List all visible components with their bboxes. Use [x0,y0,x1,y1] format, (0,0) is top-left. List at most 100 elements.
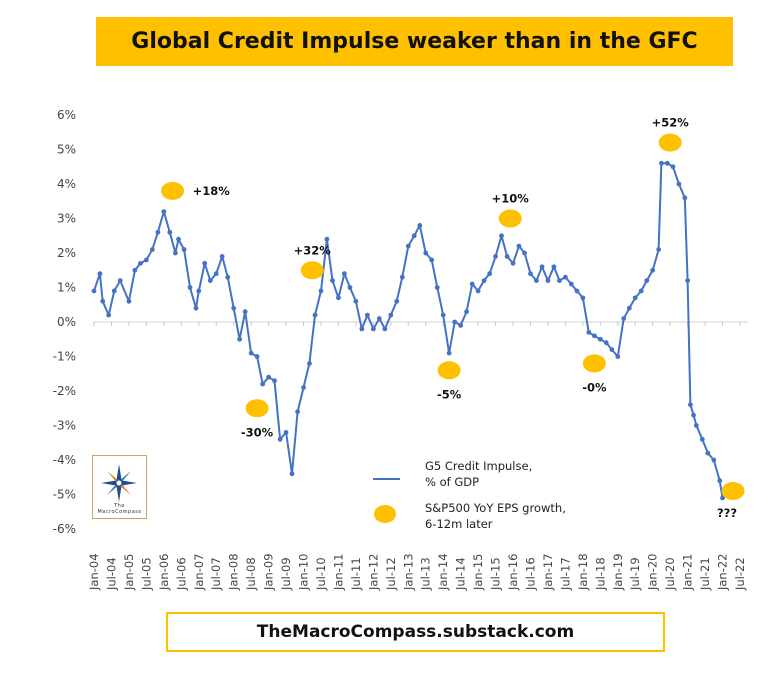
x-tick-label: Jan-21 [681,553,695,591]
credit-impulse-point [717,478,723,484]
credit-impulse-point [248,350,254,356]
credit-impulse-point [318,288,324,294]
x-tick-label: Jul-16 [523,557,537,591]
credit-impulse-point [557,278,562,283]
credit-impulse-point [615,354,621,359]
compass-icon [101,464,137,502]
credit-impulse-point [691,412,696,418]
credit-impulse-point [388,312,394,318]
credit-impulse-point [446,350,452,356]
credit-impulse-point [266,374,271,380]
y-tick-label: 2% [57,246,76,260]
eps-label: -5% [437,387,462,401]
x-tick-label: Jan-18 [576,553,590,591]
credit-impulse-point [510,260,516,266]
x-tick-label: Jul-13 [419,557,433,591]
credit-impulse-point [176,236,181,242]
credit-impulse-point [295,409,300,415]
credit-impulse-point [365,312,370,318]
credit-impulse-point [504,254,510,259]
y-tick-label: 6% [57,108,76,122]
credit-impulse-point [167,229,173,235]
x-tick-label: Jan-16 [506,553,520,591]
credit-impulse-point [100,298,106,304]
credit-impulse-point [705,450,711,456]
x-tick-label: Jan-17 [541,553,555,591]
credit-impulse-point [225,274,231,280]
legend-marker-swatch [374,505,396,523]
credit-impulse-point [411,233,417,239]
credit-impulse-point [417,223,423,228]
credit-impulse-point [693,423,699,428]
credit-impulse-point [254,354,260,359]
credit-impulse-point [659,160,664,166]
legend-label-line1: G5 Credit Impulse, [425,459,532,473]
y-tick-label: 4% [57,177,76,191]
eps-label: -0% [582,380,607,394]
credit-impulse-point [260,381,266,387]
y-tick-label: -4% [53,453,76,467]
credit-impulse-point [469,281,475,287]
x-tick-label: Jan-12 [366,553,380,591]
x-tick-label: Jan-05 [122,553,136,591]
x-tick-label: Jul-11 [349,557,363,591]
credit-impulse-point [376,316,382,321]
eps-marker [721,482,745,501]
credit-impulse-point [574,288,580,294]
credit-impulse-point [394,298,400,304]
credit-impulse-point [405,243,411,249]
credit-impulse-point [429,257,435,263]
credit-impulse-point [382,326,388,332]
eps-label: +10% [492,192,530,206]
chart-title: Global Credit Impulse weaker than in the… [131,29,698,54]
credit-impulse-point [522,250,527,256]
credit-impulse-point [475,288,481,294]
legend-label-line2: % of GDP [425,475,479,489]
credit-impulse-point [487,271,493,277]
x-tick-label: Jul-15 [489,557,503,591]
x-tick-label: Jan-13 [401,553,415,591]
credit-impulse-point [202,260,208,266]
y-tick-label: -6% [53,522,76,536]
eps-marker [245,399,269,418]
credit-impulse-point [237,336,243,342]
credit-impulse-point [664,160,670,166]
eps-marker [437,361,461,380]
x-tick-label: Jul-14 [454,557,468,591]
credit-impulse-point [632,295,638,301]
credit-impulse-point [720,495,725,501]
credit-impulse-point [682,195,688,201]
credit-impulse-point [138,260,143,266]
x-tick-label: Jul-20 [663,557,677,591]
x-tick-label: Jul-08 [244,557,258,591]
x-tick-label: Jan-19 [611,553,625,591]
credit-impulse-point [534,278,539,283]
credit-impulse-point [670,164,676,170]
credit-impulse-point [399,274,405,280]
eps-label: -30% [241,425,274,439]
y-tick-label: -3% [53,419,76,433]
credit-impulse-point [621,316,627,321]
x-tick-label: Jul-22 [733,557,747,591]
credit-impulse-point [106,312,112,318]
credit-impulse-point [126,298,132,304]
credit-impulse-point [324,236,330,242]
credit-impulse-point [277,436,283,442]
credit-impulse-point [347,285,353,290]
legend-label-marker1: S&P500 YoY EPS growth, [425,501,566,515]
credit-impulse-point [580,295,586,301]
credit-impulse-point [688,402,693,408]
eps-marker [582,354,606,373]
credit-impulse-point [586,329,592,335]
credit-impulse-point [172,250,178,256]
credit-impulse-point [353,298,359,304]
eps-label: +32% [294,243,332,257]
footer-box: TheMacroCompass.substack.com [166,612,665,652]
x-tick-label: Jan-06 [157,553,171,591]
x-tick-label: Jul-07 [209,557,223,591]
credit-impulse-point [187,285,193,290]
x-tick-label: Jan-04 [87,553,101,591]
x-tick-label: Jan-15 [471,553,485,591]
title-banner: Global Credit Impulse weaker than in the… [96,17,733,66]
